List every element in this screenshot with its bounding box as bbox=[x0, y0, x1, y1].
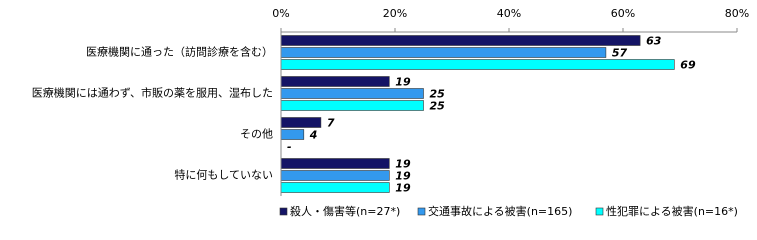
value-label: - bbox=[287, 141, 292, 154]
bar bbox=[280, 88, 424, 99]
bar bbox=[280, 117, 322, 128]
value-label: 19 bbox=[395, 76, 411, 89]
category-label: 医療機関には通わず、市販の薬を服用、湿布した bbox=[32, 86, 273, 100]
legend-label: 殺人・傷害等(n=27*) bbox=[290, 204, 400, 218]
legend-swatch bbox=[279, 207, 288, 216]
legend-label: 性犯罪による被害(n=16*) bbox=[606, 204, 738, 218]
category-label: 医療機関に通った（訪問診療を含む） bbox=[86, 45, 273, 59]
bar bbox=[280, 129, 305, 140]
value-label: 19 bbox=[395, 170, 411, 183]
category-label: その他 bbox=[240, 128, 273, 141]
x-tick-label: 40% bbox=[497, 7, 521, 20]
bar bbox=[280, 100, 424, 111]
bar bbox=[280, 35, 641, 46]
legend-swatch bbox=[417, 207, 426, 216]
x-tick-label: 80% bbox=[725, 7, 749, 20]
value-label: 25 bbox=[430, 100, 446, 113]
bar bbox=[280, 47, 607, 58]
value-label: 25 bbox=[430, 88, 446, 101]
x-tick-label: 20% bbox=[383, 7, 407, 20]
value-label: 19 bbox=[395, 182, 411, 195]
category-label: 特に何もしていない bbox=[174, 168, 273, 182]
bar bbox=[280, 158, 390, 169]
bar bbox=[280, 59, 675, 70]
legend-label: 交通事故による被害(n=165) bbox=[428, 204, 572, 218]
page: {"chart_data": {"type": "bar", "orientat… bbox=[31, 7, 750, 218]
bar bbox=[280, 76, 390, 87]
legend-swatch bbox=[595, 207, 604, 216]
chart: 0% 20% 40% 60% 80% 医療機関に通った（訪問診療を含む） 63 57 69 医療機… bbox=[32, 7, 749, 218]
x-tick-label: 60% bbox=[611, 7, 635, 20]
value-label: 19 bbox=[395, 158, 411, 171]
value-label: 57 bbox=[612, 47, 628, 60]
bar bbox=[280, 182, 390, 193]
value-label: 69 bbox=[680, 59, 696, 72]
value-label: 4 bbox=[309, 129, 318, 142]
x-tick-label: 0% bbox=[272, 7, 289, 20]
bar bbox=[280, 170, 390, 181]
value-label: 63 bbox=[646, 35, 662, 48]
value-label: 7 bbox=[327, 117, 335, 130]
